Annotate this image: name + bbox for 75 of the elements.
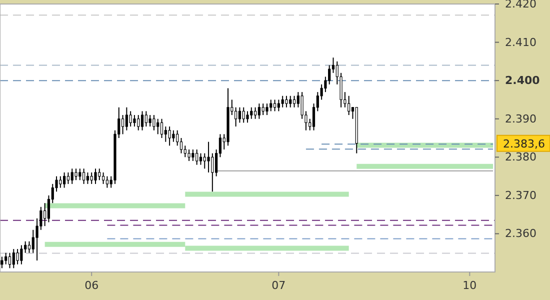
candlestick	[8, 252, 12, 269]
candlestick	[184, 145, 186, 158]
candlestick	[258, 103, 260, 120]
candlestick	[74, 168, 78, 181]
candlestick	[164, 126, 167, 142]
candlestick	[140, 110, 144, 131]
candlestick	[281, 95, 284, 108]
candlestick	[199, 152, 202, 166]
y-tick-label: 2.400	[505, 74, 540, 88]
candlestick	[203, 152, 206, 170]
candlestick	[246, 110, 249, 124]
candlestick	[86, 172, 89, 184]
candlestick	[207, 141, 210, 173]
candlestick	[66, 172, 70, 184]
candlestick	[98, 168, 101, 181]
candlestick	[176, 130, 179, 146]
candlestick	[152, 114, 156, 131]
text: 2.383,6	[503, 137, 545, 150]
candlestick	[90, 172, 93, 184]
candlestick	[144, 110, 148, 128]
y-tick-label: 2.380	[505, 150, 536, 164]
candlestick	[44, 202, 46, 227]
candlestick	[32, 229, 34, 254]
candlestick	[78, 168, 82, 181]
x-tick-label: 07	[272, 278, 286, 292]
x-tick-label: 10	[462, 278, 477, 292]
candlestick	[188, 148, 190, 162]
candlestick	[125, 106, 128, 131]
y-tick-label: 2.410	[505, 36, 536, 49]
candlestick	[20, 244, 23, 265]
candlestick	[59, 176, 62, 188]
candlestick	[28, 240, 31, 254]
candlestick	[277, 99, 280, 112]
candlestick	[102, 172, 105, 184]
candlestick	[238, 106, 242, 124]
y-tick-label: 2.360	[505, 227, 536, 240]
y-tick-label: 2.390	[505, 112, 536, 126]
candlestick	[266, 103, 268, 116]
candlestick	[156, 118, 160, 135]
candlestick	[137, 114, 140, 131]
candlestick	[289, 95, 292, 108]
candlestick	[262, 103, 264, 116]
y-tick-label: 2.370	[505, 188, 536, 202]
candlestick	[82, 168, 86, 184]
candlestick	[234, 106, 238, 128]
candlestick	[160, 118, 164, 138]
candlestick	[70, 168, 74, 184]
candlestick	[250, 106, 253, 120]
candlestick	[12, 248, 15, 269]
candlestick	[172, 130, 175, 142]
candlestick	[4, 252, 8, 265]
candlestick	[348, 95, 350, 116]
candlestick	[129, 110, 132, 128]
candlestick	[180, 138, 183, 154]
candlestick	[196, 148, 198, 166]
candlestick	[211, 152, 214, 192]
candlestick	[285, 95, 288, 108]
candlestick	[106, 176, 108, 188]
candlestick	[63, 172, 66, 188]
candlestick	[121, 114, 124, 135]
candlestick	[192, 148, 194, 162]
candlestick	[94, 168, 97, 184]
candlestick	[292, 95, 296, 108]
candlestick	[270, 99, 272, 112]
candlestick	[133, 114, 136, 128]
x-tick-label: 06	[84, 278, 99, 292]
candlestick	[300, 92, 304, 120]
candlestick	[254, 106, 257, 120]
candlestick	[148, 114, 152, 128]
candlestick	[0, 256, 4, 269]
candlestick	[168, 126, 171, 146]
candlestick	[273, 99, 276, 112]
candlestick	[242, 106, 245, 124]
candlestick	[328, 64, 331, 85]
candlestick	[16, 248, 19, 265]
